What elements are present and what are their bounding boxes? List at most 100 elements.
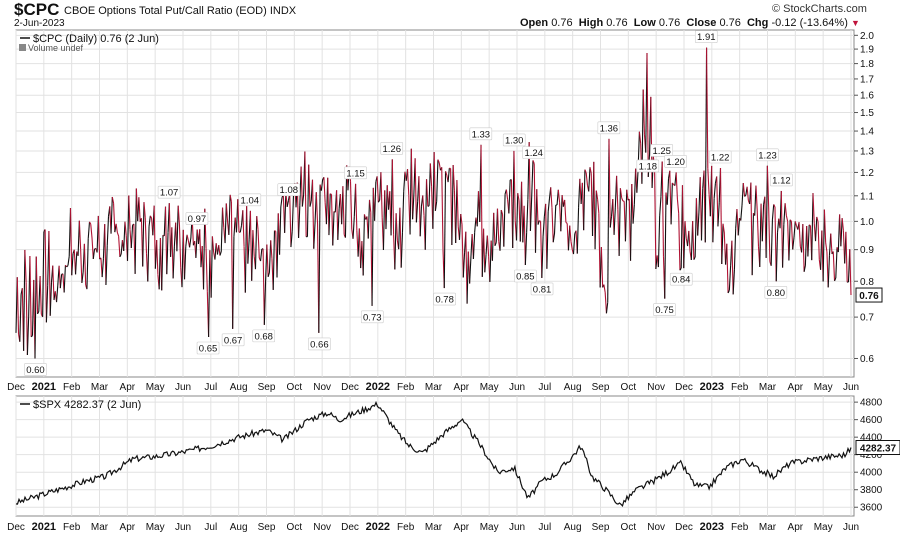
- low-label: Low: [633, 17, 656, 29]
- cpc-value-callout: 0.84: [672, 275, 691, 286]
- cpc-ytick-label: 0.6: [860, 354, 874, 365]
- cpc-line-segment: [443, 171, 447, 289]
- cpc-line-segment: [119, 253, 122, 258]
- cpc-line-segment: [436, 159, 439, 202]
- cpc-line-segment: [766, 165, 770, 207]
- cpc-line-segment: [536, 189, 539, 225]
- cpc-line-segment: [814, 216, 818, 242]
- cpc-value-callout-box: [708, 150, 732, 164]
- cpc-value-callout: 0.60: [26, 365, 45, 376]
- cpc-line-segment: [600, 247, 604, 288]
- cpc-line-segment: [394, 213, 397, 270]
- cpc-line-segment: [616, 175, 619, 210]
- cpc-ytick-label: 1.0: [860, 217, 874, 228]
- cpc-line-segment: [39, 276, 42, 315]
- spx-xtick-label: Mar: [759, 522, 777, 533]
- cpc-line-segment: [337, 208, 340, 240]
- cpc-line-segment: [286, 200, 289, 207]
- cpc-line-segment: [472, 232, 476, 260]
- spx-xtick-label: Mar: [91, 522, 109, 533]
- cpc-line-segment: [458, 214, 462, 240]
- cpc-line-segment: [803, 265, 806, 272]
- cpc-line-segment: [684, 221, 687, 239]
- cpc-line-segment: [771, 204, 775, 220]
- cpc-line-segment: [603, 284, 606, 293]
- cpc-line-segment: [210, 236, 213, 298]
- cpc-line-segment: [239, 225, 243, 233]
- spx-xtick-label: Apr: [788, 522, 804, 533]
- cpc-line-segment: [78, 220, 82, 250]
- cpc-line-segment: [626, 189, 629, 201]
- cpc-line-segment: [111, 196, 115, 204]
- cpc-line-segment: [101, 258, 104, 278]
- cpc-line-segment: [618, 188, 621, 256]
- spx-xtick-label: Apr: [454, 522, 470, 533]
- spx-xtick-label: Jul: [538, 522, 551, 533]
- cpc-line-segment: [692, 221, 695, 260]
- cpc-line-segment: [254, 216, 258, 270]
- cpc-line-segment: [489, 240, 492, 282]
- cpc-line-segment: [688, 230, 691, 252]
- cpc-line-segment: [493, 212, 496, 246]
- cpc-xtick-label: Feb: [63, 382, 81, 393]
- cpc-line-segment: [755, 185, 758, 212]
- cpc-value-callout: 0.66: [310, 339, 329, 350]
- spx-xtick-label: Feb: [731, 522, 749, 533]
- cpc-line-segment: [782, 224, 785, 268]
- cpc-xtick-label: May: [146, 382, 165, 393]
- cpc-xtick-label: Nov: [313, 382, 331, 393]
- cpc-line-segment: [259, 249, 263, 262]
- cpc-value-callout: 0.67: [224, 335, 243, 346]
- cpc-line-segment: [712, 198, 715, 243]
- cpc-line-segment: [759, 203, 762, 267]
- cpc-line-segment: [228, 194, 231, 235]
- cpc-xtick-label: Aug: [564, 382, 582, 393]
- cpc-line-segment: [177, 205, 181, 226]
- chg-label: Chg: [746, 17, 769, 29]
- cpc-line-segment: [71, 253, 74, 276]
- cpc-xtick-label: 2021: [32, 381, 56, 393]
- cpc-value-callout-box: [514, 269, 537, 283]
- cpc-value-callout: 1.07: [160, 188, 179, 199]
- cpc-line-segment: [110, 197, 113, 234]
- cpc-line-segment: [376, 176, 379, 203]
- cpc-line-segment: [607, 138, 610, 303]
- spx-xtick-label: Nov: [313, 522, 331, 533]
- cpc-line-segment: [761, 204, 765, 242]
- cpc-line-segment: [717, 202, 720, 227]
- cpc-line-segment: [69, 208, 73, 276]
- cpc-line-segment: [727, 289, 730, 294]
- cpc-line-segment: [770, 219, 773, 266]
- cpc-line-segment: [291, 195, 295, 232]
- high-value: 0.76: [606, 17, 628, 29]
- cpc-xtick-label: Apr: [788, 382, 804, 393]
- cpc-line-segment: [482, 228, 486, 273]
- cpc-line-segment: [441, 167, 444, 250]
- cpc-line-segment: [585, 172, 588, 186]
- cpc-line-segment: [632, 204, 635, 224]
- cpc-line-segment: [793, 221, 796, 238]
- brand-label: © StockCharts.com: [772, 3, 867, 15]
- cpc-value-callout: 1.36: [600, 123, 619, 134]
- cpc-line-segment: [569, 225, 572, 242]
- cpc-line-segment: [168, 203, 172, 257]
- cpc-line-segment: [605, 302, 609, 314]
- cpc-line-segment: [401, 191, 405, 233]
- cpc-value-callout-box: [277, 183, 301, 197]
- cpc-line-segment: [552, 233, 556, 243]
- cpc-value-callout: 1.22: [711, 152, 730, 163]
- cpc-ytick-label: 1.8: [860, 59, 874, 70]
- cpc-value-callout: 0.73: [363, 312, 382, 323]
- cpc-line-segment: [515, 193, 519, 241]
- spx-xtick-label: Aug: [230, 522, 248, 533]
- cpc-line-segment: [494, 242, 497, 247]
- cpc-line-segment: [726, 243, 729, 294]
- cpc-line-segment: [531, 160, 534, 197]
- cpc-line-segment: [304, 151, 307, 237]
- cpc-line-segment: [342, 186, 345, 235]
- cpc-line-segment: [229, 194, 232, 202]
- cpc-line-segment: [737, 218, 741, 236]
- cpc-line-segment: [798, 222, 801, 247]
- cpc-line-segment: [199, 229, 202, 268]
